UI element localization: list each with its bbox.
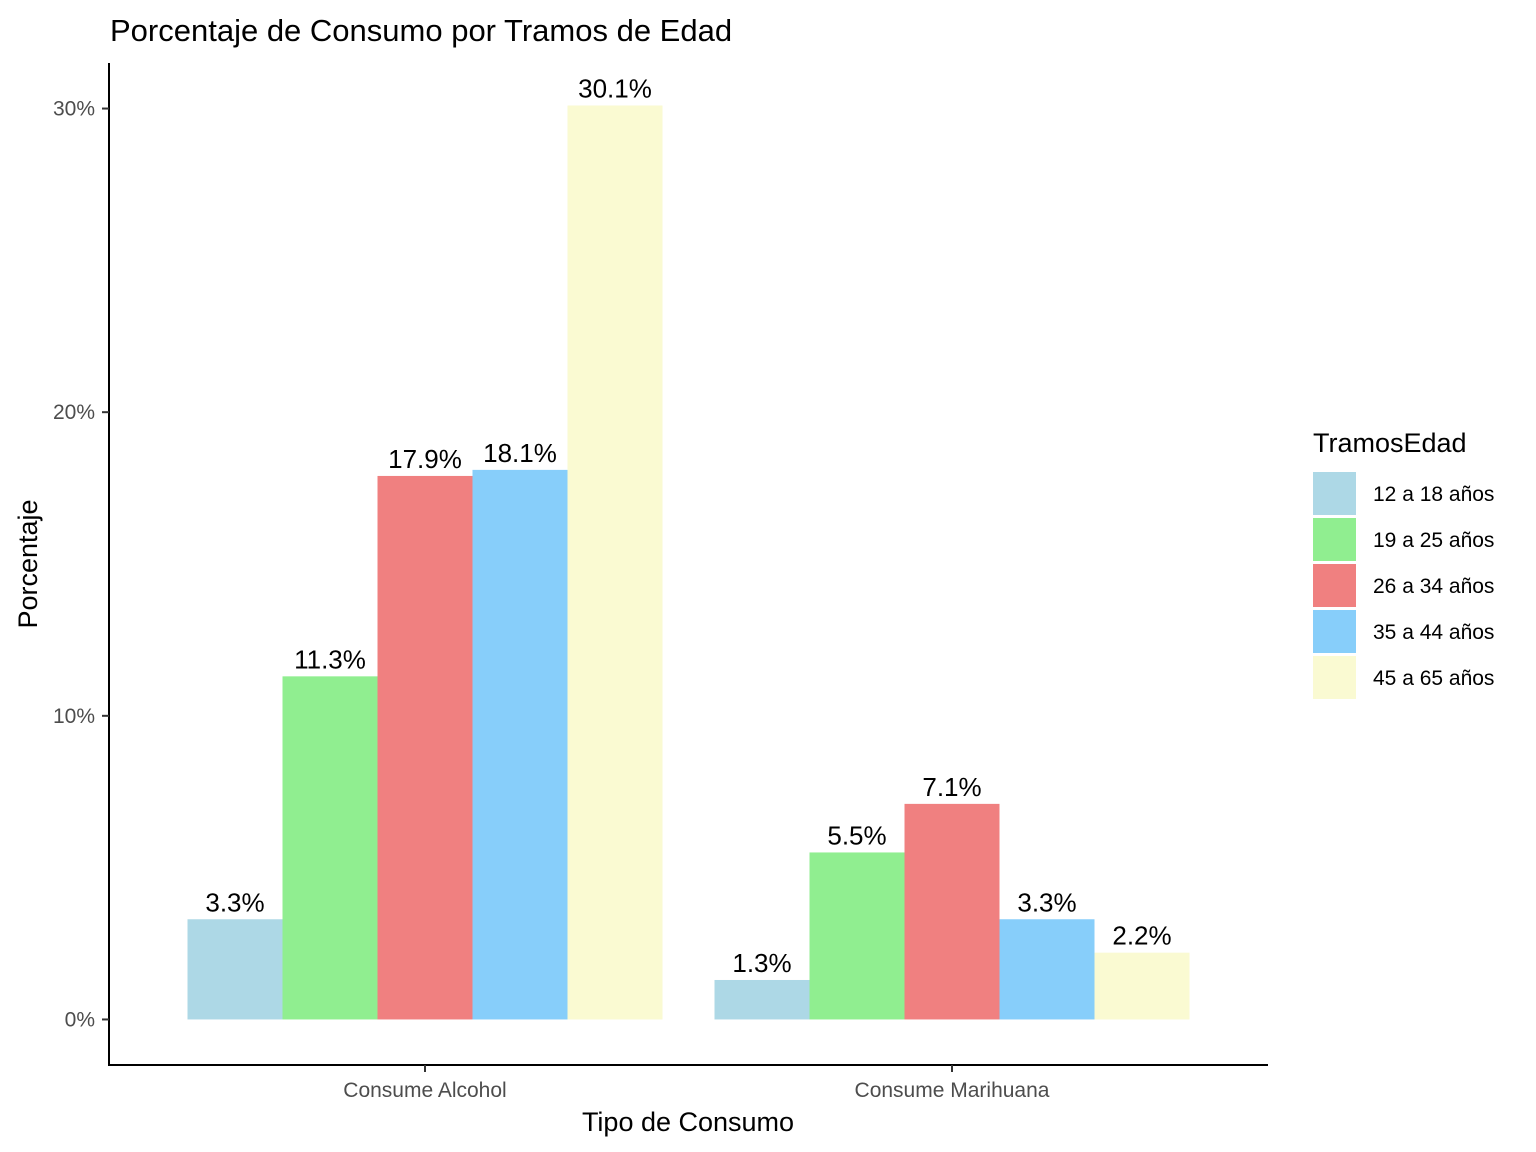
- y-tick-label: 30%: [53, 98, 95, 121]
- legend-label: 26 a 34 años: [1373, 575, 1494, 598]
- x-tick-label: Consume Marihuana: [855, 1079, 1050, 1102]
- legend-swatch: [1313, 610, 1356, 653]
- legend-label: 19 a 25 años: [1373, 529, 1494, 552]
- y-tick-label: 0%: [65, 1008, 95, 1031]
- legend: TramosEdad 12 a 18 años 19 a 25 años 26 a …: [1313, 428, 1494, 699]
- data-label: 3.3%: [205, 887, 264, 917]
- data-label: 2.2%: [1112, 921, 1171, 951]
- legend-swatch: [1313, 472, 1356, 515]
- bar: [187, 919, 283, 1020]
- data-labels-layer: 3.3% 11.3% 17.9% 18.1% 30.1% 1.3% 5.5% 7.1% 3.3%…: [205, 74, 1171, 978]
- y-axis-title: Porcentaje: [13, 499, 43, 628]
- legend-swatch: [1313, 518, 1356, 561]
- legend-swatch: [1313, 656, 1356, 699]
- legend-swatch: [1313, 564, 1356, 607]
- bar: [1094, 952, 1190, 1020]
- bars-layer: [187, 105, 1190, 1020]
- y-tick-label: 10%: [53, 705, 95, 728]
- data-label: 5.5%: [827, 820, 886, 850]
- bar: [809, 852, 905, 1020]
- x-ticks: Consume Alcohol Consume Marihuana: [343, 1065, 1050, 1102]
- data-label: 18.1%: [483, 438, 557, 468]
- data-label: 3.3%: [1017, 887, 1076, 917]
- data-label: 17.9%: [388, 444, 462, 474]
- bar: [999, 919, 1095, 1020]
- data-label: 11.3%: [294, 644, 366, 674]
- bar: [714, 979, 810, 1020]
- data-label: 7.1%: [922, 772, 981, 802]
- y-ticks: 0% 10% 20% 30%: [53, 98, 109, 1031]
- x-axis-title: Tipo de Consumo: [582, 1107, 794, 1137]
- bar: [472, 469, 568, 1020]
- data-label: 30.1%: [578, 74, 652, 104]
- bar: [282, 676, 378, 1020]
- bar: [567, 105, 663, 1020]
- legend-label: 35 a 44 años: [1373, 621, 1494, 644]
- legend-label: 45 a 65 años: [1373, 667, 1494, 690]
- y-tick-label: 20%: [53, 401, 95, 424]
- legend-title: TramosEdad: [1313, 428, 1467, 458]
- legend-label: 12 a 18 años: [1373, 483, 1494, 506]
- x-tick-label: Consume Alcohol: [343, 1079, 506, 1102]
- chart-title: Porcentaje de Consumo por Tramos de Edad: [110, 13, 732, 48]
- bar: [904, 803, 1000, 1020]
- data-label: 1.3%: [732, 948, 791, 978]
- bar: [377, 475, 473, 1020]
